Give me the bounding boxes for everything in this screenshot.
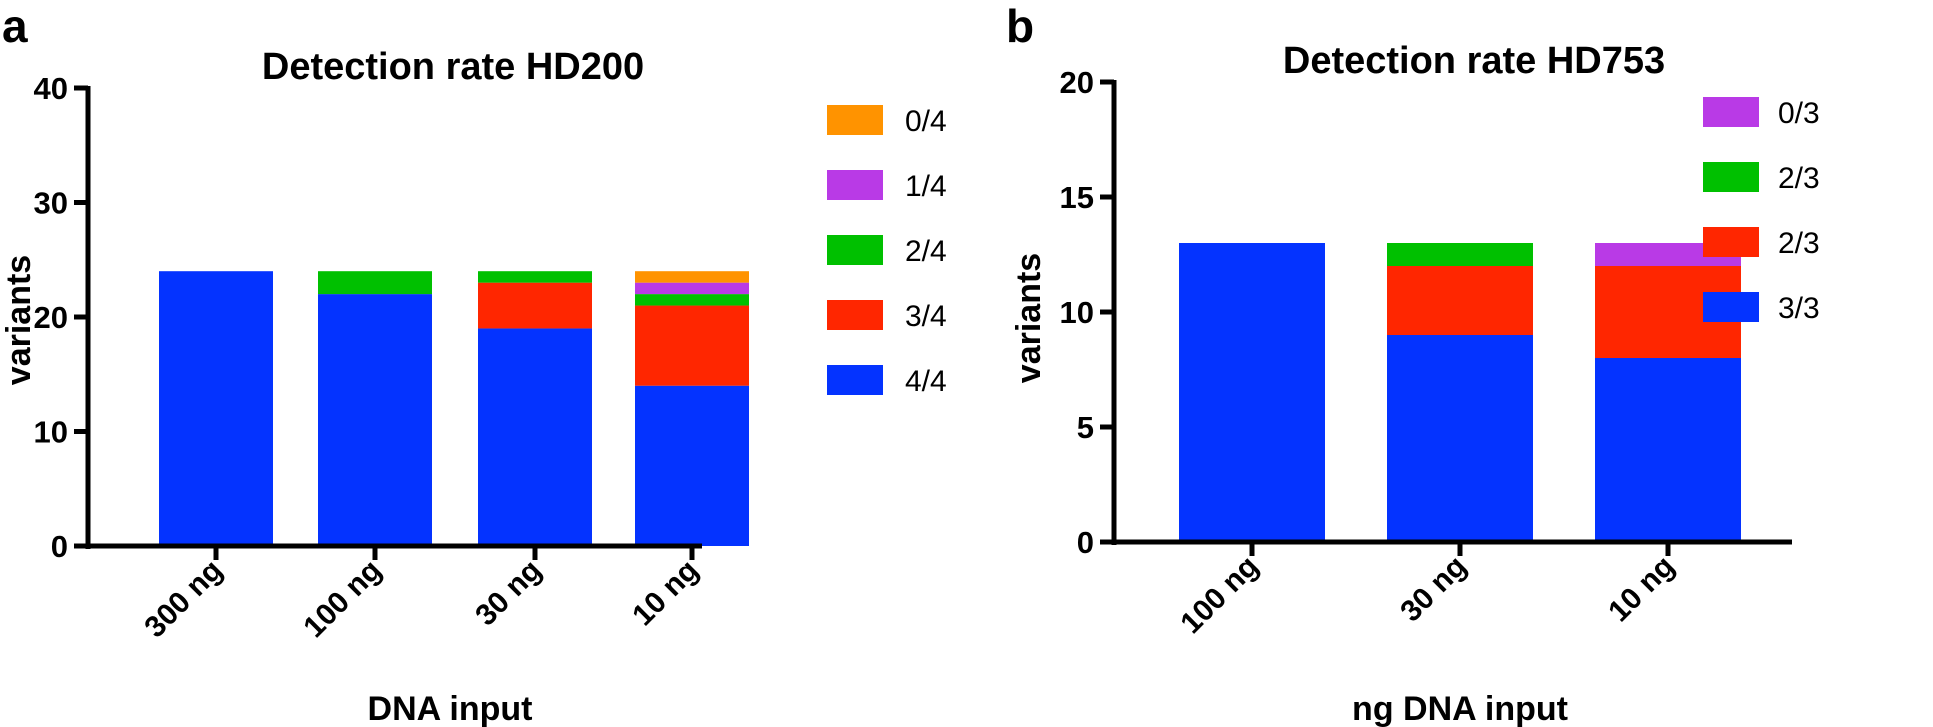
chart-a-bar-2-seg-2 [478, 271, 592, 283]
chart-a-ytick-label-2: 20 [34, 300, 68, 335]
chart-a-legend-swatch-0 [827, 105, 883, 135]
chart-a-legend-swatch-1 [827, 170, 883, 200]
chart-a-legend-swatch-2 [827, 235, 883, 265]
chart-a-ytick-label-1: 10 [34, 415, 68, 450]
chart-a-xtick-label-0: 300 ng [138, 554, 229, 645]
chart-a-bar-3-seg-0 [635, 385, 749, 546]
chart-b-bar-0-seg-0 [1179, 243, 1325, 542]
chart-b-ytick-label-0: 0 [1077, 525, 1094, 560]
chart-a-bar-3-seg-4 [635, 271, 749, 283]
chart-b-bar-2-seg-0 [1595, 358, 1741, 542]
chart-a-ytick-label-0: 0 [51, 529, 68, 564]
chart-b-legend-swatch-1 [1703, 162, 1759, 192]
chart-a-xtick-label-2: 30 ng [469, 554, 548, 633]
chart-a-bar-3-seg-1 [635, 305, 749, 386]
chart-b-legend-swatch-2 [1703, 227, 1759, 257]
chart-a-legend-label-3: 3/4 [905, 300, 947, 333]
chart-a-ylabel: variants [0, 255, 38, 385]
chart-b-legend-swatch-3 [1703, 292, 1759, 322]
chart-a-legend-swatch-4 [827, 365, 883, 395]
chart-b-xtick-label-1: 30 ng [1394, 550, 1473, 629]
chart-a-xlabel: DNA input [368, 690, 533, 727]
chart-b-ytick-label-3: 15 [1060, 180, 1094, 215]
chart-a-title: Detection rate HD200 [262, 46, 644, 88]
chart-a-bar-1-seg-2 [318, 271, 432, 295]
chart-a-legend-label-4: 4/4 [905, 365, 947, 398]
chart-b-plot: 0 5 10 15 20 100 ng 30 ng 10 ng 0/3 2/3 2/3 3/3 [1060, 65, 1820, 640]
chart-a-bar-0-seg-0 [159, 271, 273, 546]
chart-a-legend-swatch-3 [827, 300, 883, 330]
chart-a-bar-2-seg-1 [478, 282, 592, 329]
chart-a-xtick-label-1: 100 ng [297, 554, 388, 645]
chart-a-bar-3-seg-2 [635, 294, 749, 306]
chart-b-legend-label-3: 3/3 [1778, 292, 1820, 325]
chart-b-ytick-label-2: 10 [1060, 295, 1094, 330]
chart-b-legend-label-0: 0/3 [1778, 97, 1820, 130]
chart-b-bar-1-seg-2 [1387, 243, 1533, 266]
chart-b-xtick-label-0: 100 ng [1174, 550, 1265, 641]
chart-a-bar-1-seg-0 [318, 294, 432, 546]
chart-b-xtick-label-2: 10 ng [1602, 550, 1681, 629]
chart-b-legend-label-1: 2/3 [1778, 162, 1820, 195]
panel-a: a Detection rate HD200 variants DNA inpu… [0, 0, 947, 727]
chart-b-legend-swatch-0 [1703, 97, 1759, 127]
chart-b-ylabel: variants [1010, 253, 1048, 383]
chart-b-ytick-label-1: 5 [1077, 410, 1094, 445]
chart-b-ytick-label-4: 20 [1060, 65, 1094, 100]
chart-a-bar-2-seg-0 [478, 328, 592, 546]
chart-b-title: Detection rate HD753 [1283, 40, 1665, 82]
chart-a-bar-3-seg-3 [635, 282, 749, 295]
chart-a-legend-label-1: 1/4 [905, 170, 947, 203]
chart-b-legend-label-2: 2/3 [1778, 227, 1820, 260]
chart-b-xlabel: ng DNA input [1352, 690, 1568, 727]
chart-a-legend-label-2: 2/4 [905, 235, 947, 268]
chart-a-legend-label-0: 0/4 [905, 105, 947, 138]
panel-b-label: b [1006, 0, 1034, 52]
chart-a-ytick-label-4: 40 [34, 71, 68, 106]
chart-a-ytick-label-3: 30 [34, 186, 68, 221]
chart-a-plot: 0 10 20 30 40 300 ng 100 ng 30 ng 10 ng 0/4 1/4 2/4… [34, 71, 947, 644]
panel-b: b Detection rate HD753 variants ng DNA i… [1006, 0, 1820, 727]
chart-a-xtick-label-3: 10 ng [626, 554, 705, 633]
panel-a-label: a [2, 0, 28, 52]
chart-b-bar-1-seg-1 [1387, 266, 1533, 335]
chart-b-bar-1-seg-0 [1387, 335, 1533, 542]
